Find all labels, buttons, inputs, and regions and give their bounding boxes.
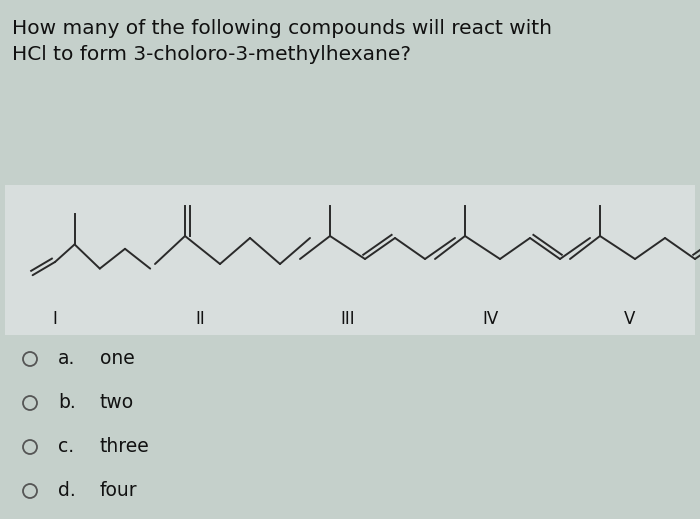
Text: four: four bbox=[100, 482, 138, 500]
Text: I: I bbox=[52, 310, 57, 328]
Text: How many of the following compounds will react with: How many of the following compounds will… bbox=[12, 19, 552, 38]
Text: three: three bbox=[100, 438, 150, 457]
Text: b.: b. bbox=[58, 393, 76, 413]
Text: IV: IV bbox=[482, 310, 498, 328]
Text: HCl to form 3-choloro-3-methylhexane?: HCl to form 3-choloro-3-methylhexane? bbox=[12, 45, 411, 64]
Text: one: one bbox=[100, 349, 134, 368]
Circle shape bbox=[23, 352, 37, 366]
Text: a.: a. bbox=[58, 349, 76, 368]
Text: d.: d. bbox=[58, 482, 76, 500]
Text: two: two bbox=[100, 393, 134, 413]
Text: c.: c. bbox=[58, 438, 74, 457]
Text: III: III bbox=[341, 310, 356, 328]
Text: II: II bbox=[195, 310, 205, 328]
Circle shape bbox=[23, 396, 37, 410]
Circle shape bbox=[23, 440, 37, 454]
FancyBboxPatch shape bbox=[5, 185, 695, 335]
Circle shape bbox=[23, 484, 37, 498]
Text: V: V bbox=[624, 310, 636, 328]
